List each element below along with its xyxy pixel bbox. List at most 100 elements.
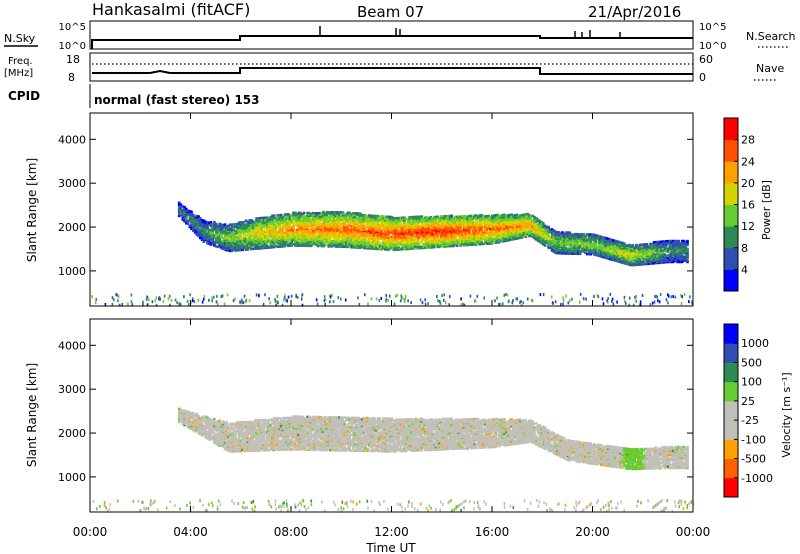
echo-cell [195, 222, 199, 226]
echo-cell [480, 214, 483, 217]
echo-cell [510, 234, 513, 237]
echo-cell [496, 232, 499, 235]
echo-cell [345, 236, 348, 239]
echo-cell [258, 235, 262, 238]
echo-cell [673, 245, 677, 248]
echo-cell [434, 234, 438, 237]
echo-cell [498, 239, 501, 242]
echo-cell [577, 236, 580, 240]
echo-cell [394, 223, 397, 226]
echo-cell [225, 242, 228, 245]
echo-cell [448, 217, 452, 220]
echo-cell [239, 225, 243, 228]
echo-cell [304, 228, 308, 232]
echo-cell [608, 255, 612, 258]
echo-cell [373, 247, 376, 250]
echo-cell [680, 254, 684, 257]
echo-cell [645, 254, 649, 258]
echo-cell [246, 232, 250, 235]
echo-cell [355, 243, 359, 247]
echo-cell [673, 247, 677, 251]
echo-cell [357, 221, 360, 224]
echo-cell [415, 245, 418, 249]
echo-cell [561, 237, 564, 241]
echo-cell [450, 222, 454, 225]
echo-cell [536, 226, 540, 229]
echo-cell [652, 258, 656, 261]
echo-cell [325, 224, 329, 227]
echo-cell [454, 221, 457, 224]
echo-cell [605, 241, 608, 244]
echo-cell [443, 237, 447, 240]
echo-cell [207, 221, 211, 225]
echo-cell [459, 225, 462, 229]
echo-cell [248, 225, 251, 229]
echo-cell [527, 234, 531, 238]
echo-cell [186, 220, 190, 223]
echo-cell [668, 259, 672, 262]
echo-cell [628, 249, 631, 252]
echo-cell [272, 235, 276, 238]
echo-cell [422, 229, 425, 232]
echo-cell [264, 236, 267, 239]
echo-cell [626, 248, 629, 251]
echo-cell [311, 215, 315, 219]
echo-cell [181, 214, 185, 217]
echo-cell [281, 241, 285, 244]
echo-cell [480, 236, 483, 239]
echo-cell [369, 238, 373, 241]
echo-cell [329, 239, 332, 243]
echo-cell [225, 230, 228, 233]
echo-cell [512, 222, 515, 225]
echo-cell [179, 214, 183, 217]
echo-cell [396, 234, 399, 237]
echo-cell [309, 225, 313, 228]
echo-cell [468, 237, 471, 240]
echo-cell [589, 250, 593, 253]
echo-cell [302, 220, 306, 224]
echo-cell [315, 223, 318, 227]
echo-cell [309, 238, 313, 241]
echo-cell [640, 247, 644, 250]
echo-cell [591, 243, 594, 247]
echo-cell [345, 228, 348, 231]
echo-cell [299, 241, 302, 245]
echo-cell [658, 257, 661, 261]
echo-cell [292, 229, 295, 233]
echo-cell [223, 225, 227, 229]
echo-cell [666, 249, 670, 252]
echo-cell [269, 223, 272, 227]
echo-cell [362, 216, 366, 219]
echo-cell [575, 239, 578, 242]
nave-tick-bottom: 0 [699, 71, 706, 84]
echo-cell [232, 224, 236, 227]
echo-cell [440, 244, 443, 247]
echo-cell [253, 241, 257, 244]
echo-cell [278, 221, 281, 225]
echo-cell [533, 229, 536, 232]
echo-cell [584, 250, 587, 253]
echo-cell [610, 254, 614, 257]
echo-cell [589, 233, 593, 236]
echo-cell [346, 218, 350, 221]
echo-cell [649, 255, 652, 259]
echo-cell [223, 229, 227, 233]
echo-cell [526, 231, 529, 234]
echo-cell [492, 231, 496, 234]
echo-cell [213, 244, 216, 247]
echo-cell [505, 229, 508, 232]
echo-cell [338, 236, 341, 239]
echo-cell [489, 234, 492, 237]
echo-cell [223, 243, 227, 246]
echo-cell [367, 234, 371, 237]
echo-cell [241, 222, 244, 225]
echo-cell [438, 239, 441, 242]
echo-cell [258, 240, 262, 243]
echo-cell [473, 217, 476, 220]
echo-cell [673, 255, 677, 258]
echo-cell [258, 236, 262, 240]
echo-cell [425, 242, 429, 245]
echo-cell [228, 236, 232, 239]
echo-cell [487, 237, 491, 240]
echo-cell [545, 237, 549, 241]
